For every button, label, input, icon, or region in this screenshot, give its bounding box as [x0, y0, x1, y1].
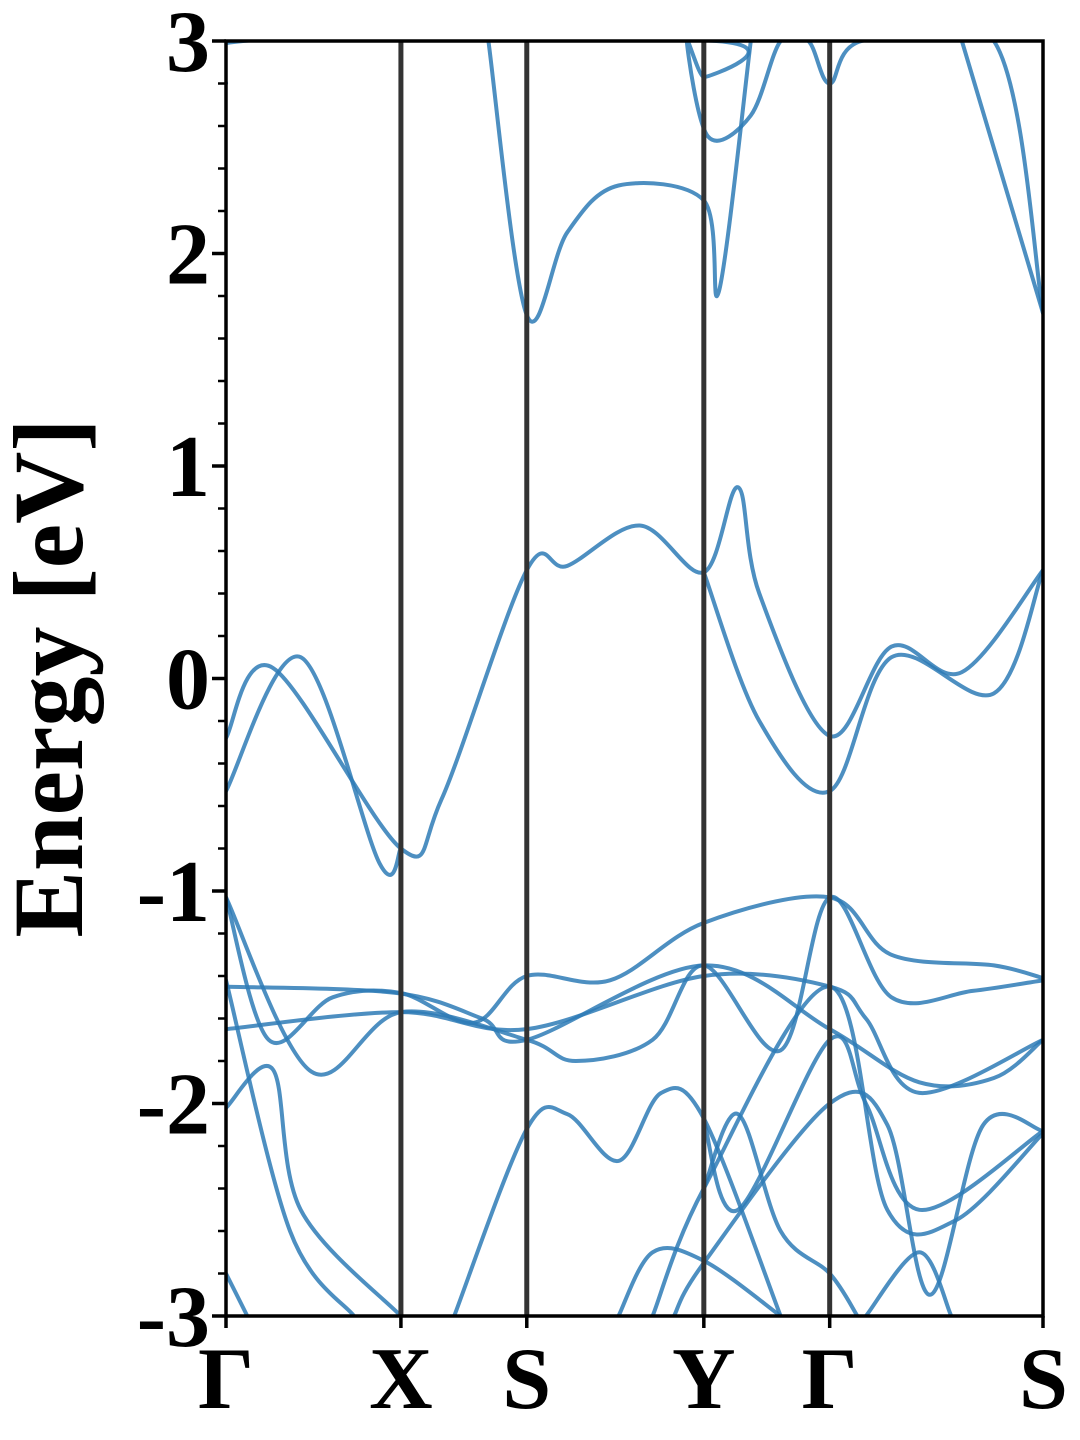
- band-line-8: [226, 895, 1043, 1077]
- y-tick-label: 3: [166, 0, 210, 91]
- band-line-9: [226, 963, 1043, 1089]
- x-tick-label-Γ: Γ: [802, 1331, 858, 1428]
- band-line-16: [701, 1112, 860, 1316]
- y-tick-label: 2: [166, 207, 210, 304]
- band-line-5: [226, 654, 403, 877]
- band-line-19: [226, 1271, 250, 1316]
- band-line-2: [486, 41, 753, 324]
- band-line-6: [701, 568, 1043, 795]
- band-line-13: [452, 1086, 783, 1316]
- y-tick-label: 0: [166, 632, 210, 729]
- band-line-7: [226, 894, 1043, 1045]
- band-lines: [226, 41, 1043, 1316]
- y-axis-ticks: 3 2 1 0 -1 -2 -3: [137, 0, 226, 1366]
- band-line-11: [226, 1064, 403, 1316]
- band-line-18: [616, 1246, 783, 1316]
- band-line-3: [959, 41, 1043, 315]
- x-tick-label-X: X: [369, 1331, 433, 1428]
- band-line-17: [672, 1089, 1043, 1316]
- high-symmetry-lines: [398, 41, 833, 1316]
- band-line-1: [226, 41, 1043, 315]
- x-tick-label-Γ: Γ: [198, 1331, 254, 1428]
- y-tick-label: 1: [166, 419, 210, 516]
- band-line-20: [863, 1250, 954, 1316]
- band-line-4: [226, 485, 1043, 859]
- x-tick-label-S: S: [1019, 1331, 1068, 1428]
- x-tick-label-Y: Y: [672, 1331, 736, 1428]
- x-tick-label-S: S: [502, 1331, 551, 1428]
- y-tick-label: -1: [137, 844, 210, 941]
- band-line-12: [226, 978, 356, 1316]
- plot-frame: [224, 39, 1045, 1318]
- y-axis-label: Energy [eV]: [0, 418, 104, 937]
- y-tick-label: -3: [137, 1269, 210, 1366]
- band-line-14: [701, 1034, 1043, 1214]
- y-tick-label: -2: [137, 1057, 210, 1154]
